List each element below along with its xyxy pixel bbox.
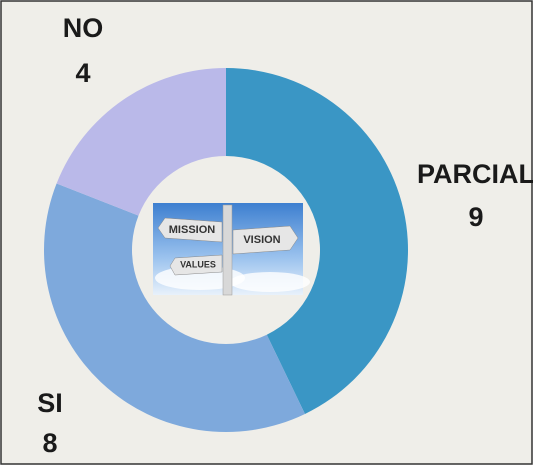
slice-value: 9 [468, 202, 483, 232]
center-image: MISSION VISION VALUES [153, 203, 310, 295]
sign-text: MISSION [169, 224, 216, 236]
chart: PARCIAL 9 SI 8 NO 4 MISSION VISION VALUES [0, 0, 533, 465]
post [223, 205, 232, 295]
sign-text: VALUES [180, 259, 216, 269]
slice-value: 4 [75, 58, 90, 88]
slice-label: SI [37, 388, 63, 418]
sign-text: VISION [243, 234, 280, 246]
slice-label: NO [63, 13, 104, 43]
cloud [230, 272, 310, 292]
slice-label: PARCIAL [417, 159, 533, 189]
page: PARCIAL9SI8NO4 MISSION VISION VALUES (()… [0, 0, 533, 465]
slice-value: 8 [42, 428, 57, 458]
